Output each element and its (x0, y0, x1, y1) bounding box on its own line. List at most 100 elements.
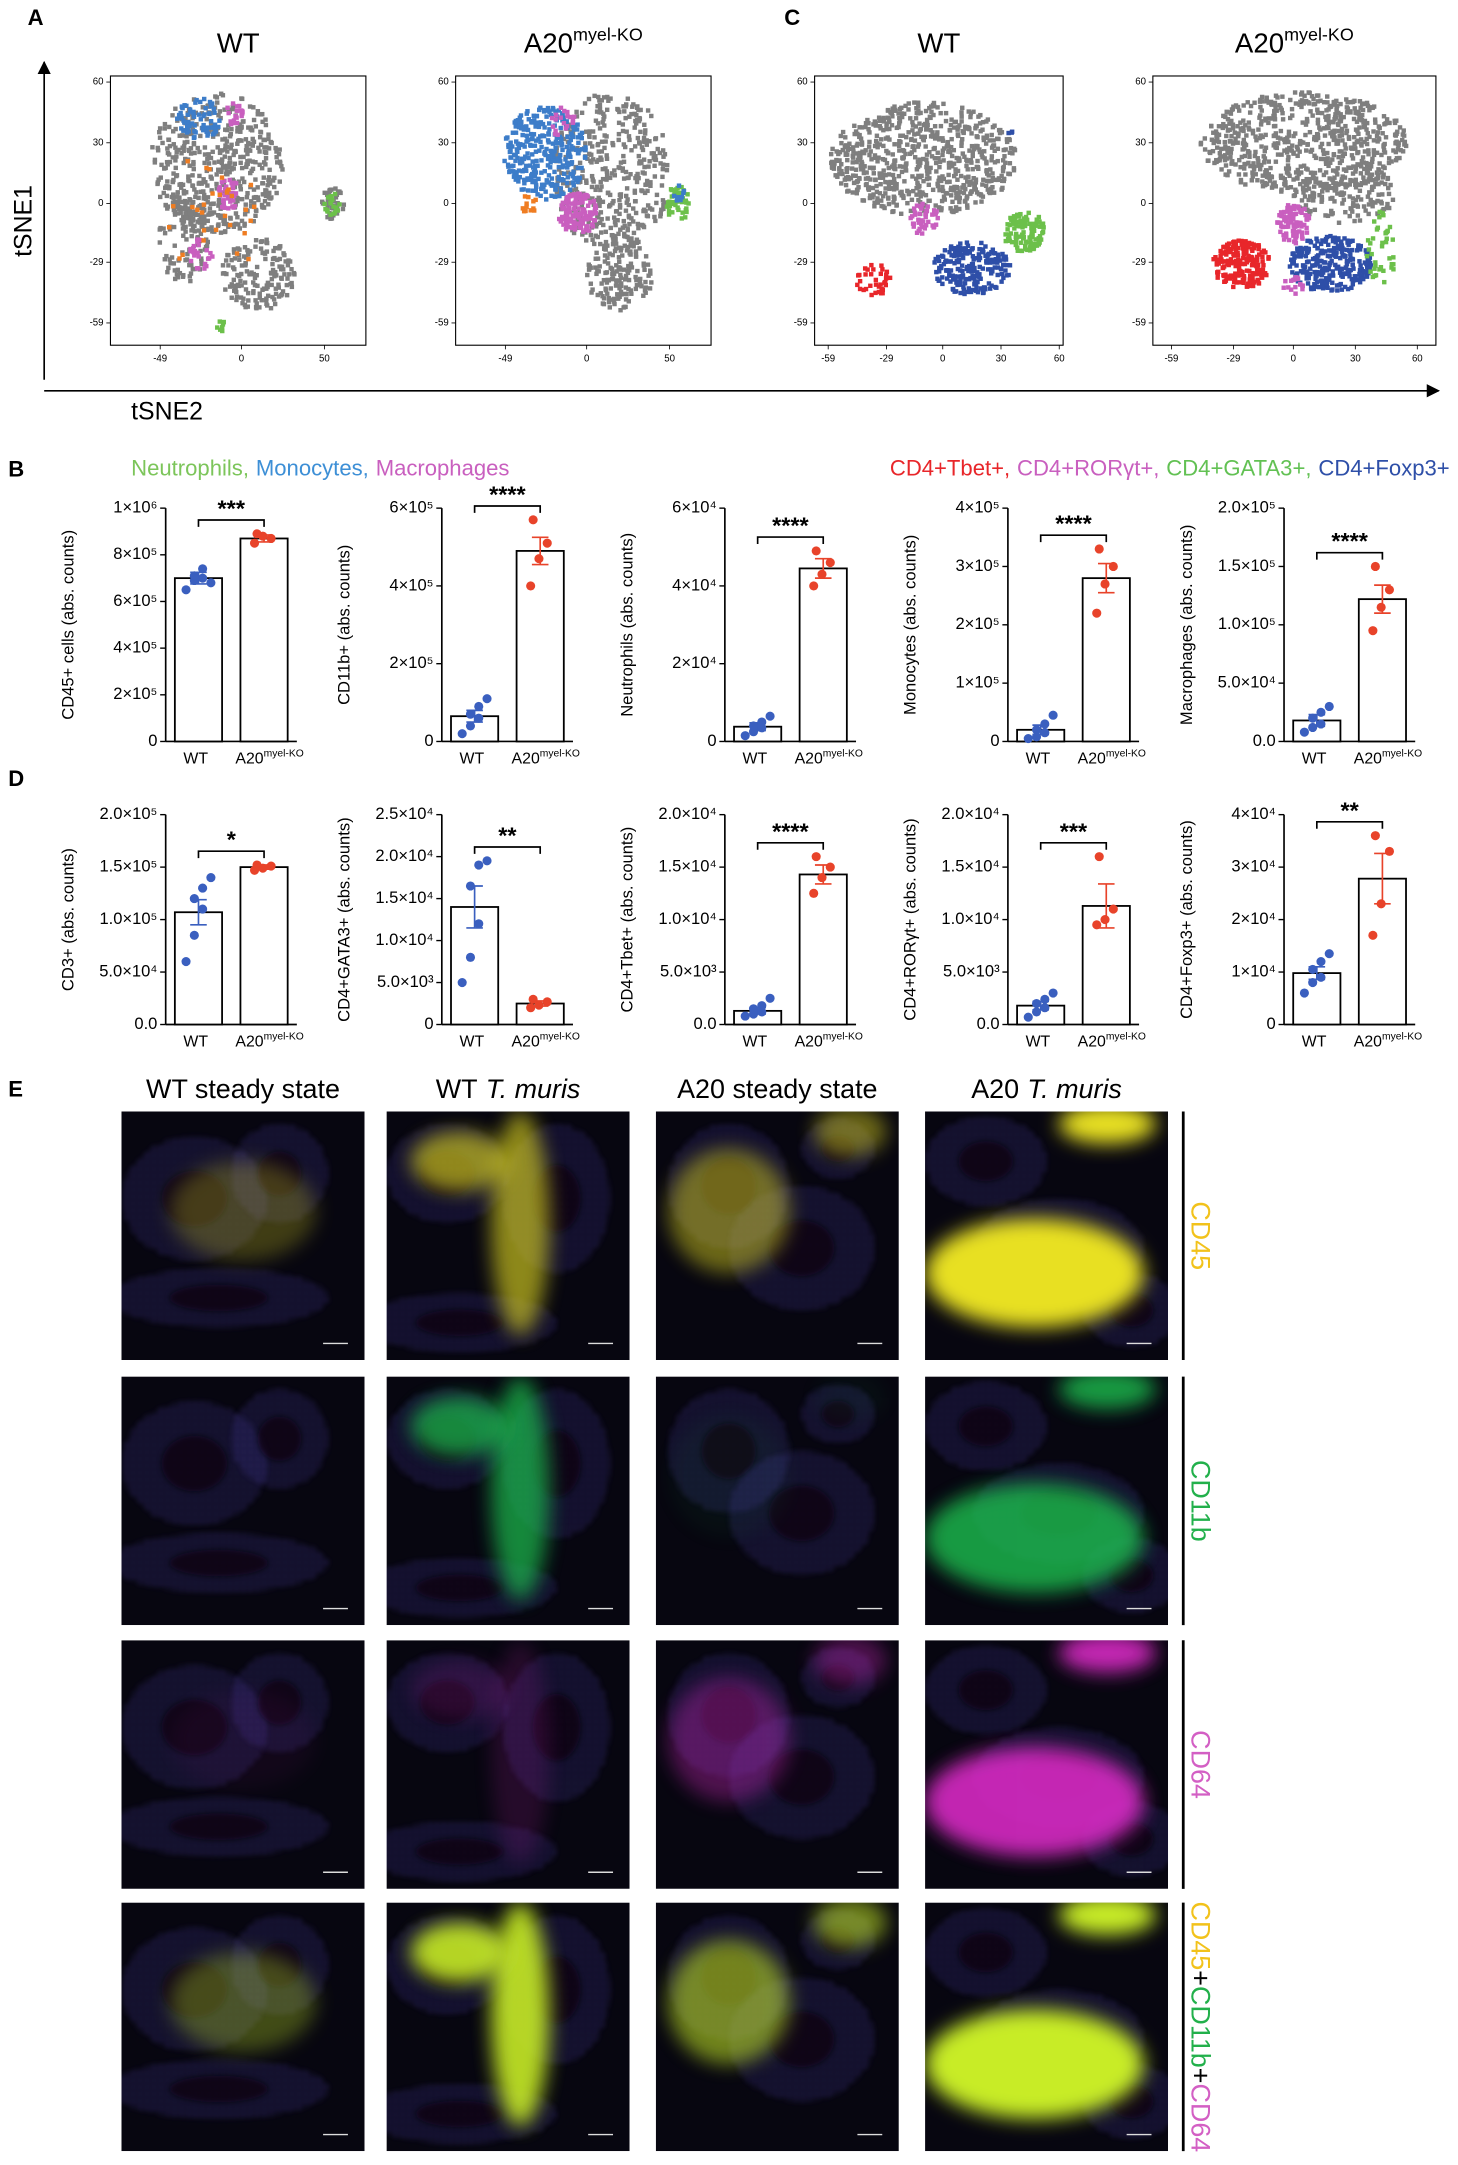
cell-point (1340, 138, 1345, 143)
cell-point (636, 153, 642, 159)
cell-point (190, 173, 195, 178)
cell-point (1019, 220, 1024, 225)
cell-point (239, 263, 245, 268)
cell-point (959, 110, 964, 115)
cell-point (1386, 185, 1391, 191)
cell-point (161, 190, 166, 196)
cell-point (881, 204, 886, 209)
cell-point (571, 206, 577, 211)
cell-point (1029, 228, 1035, 233)
cell-point (1277, 213, 1282, 218)
cell-point (887, 126, 892, 132)
cell-point (1393, 140, 1399, 145)
cell-point (1264, 99, 1270, 104)
cell-point (267, 181, 273, 186)
cell-point (975, 158, 980, 164)
cell-point (181, 148, 186, 153)
cell-point (1278, 128, 1284, 134)
cell-point (845, 157, 850, 163)
cell-point (533, 124, 538, 129)
cell-point (189, 121, 195, 126)
cell-point (1346, 136, 1352, 141)
cell-point (1369, 172, 1375, 177)
cell-point (201, 228, 207, 233)
y-tick-label: -29 (90, 257, 104, 268)
cell-point (906, 101, 911, 106)
cell-point (229, 193, 234, 199)
cell-point (968, 289, 974, 295)
cell-point (920, 190, 925, 195)
y-tick-label: 1×10⁵ (955, 673, 999, 692)
cell-point (1353, 197, 1359, 203)
y-tick-label: -59 (90, 317, 104, 328)
cell-point (963, 186, 968, 192)
cell-point (1303, 188, 1309, 193)
cell-point (593, 210, 599, 216)
cell-point (179, 217, 184, 223)
cell-point (1297, 149, 1302, 154)
cell-point (1011, 214, 1017, 219)
bar (239, 537, 289, 743)
cell-point (840, 171, 845, 177)
cell-point (954, 190, 959, 196)
cell-point (951, 188, 957, 193)
cell-point (940, 275, 945, 280)
cell-point (234, 297, 239, 303)
cell-point (1366, 258, 1372, 264)
cell-point (593, 256, 598, 261)
cell-point (597, 106, 603, 112)
cell-point (1213, 129, 1219, 134)
label-part: A20 (512, 751, 540, 768)
cell-point (962, 124, 968, 129)
cell-point (189, 123, 195, 129)
cell-point (1311, 286, 1317, 292)
cell-point (835, 158, 841, 164)
cell-point (222, 205, 227, 210)
cell-point (258, 142, 264, 147)
cell-point (171, 196, 176, 201)
cell-point (533, 188, 538, 193)
cell-point (903, 168, 909, 173)
cell-point (633, 199, 638, 204)
cell-point (966, 174, 971, 179)
cell-point (230, 198, 236, 203)
cell-point (579, 204, 585, 209)
cell-point (229, 180, 234, 186)
cell-point (511, 163, 516, 168)
cell-point (222, 154, 227, 159)
cell-point (629, 265, 635, 270)
cell-point (536, 136, 541, 142)
cell-point (830, 163, 835, 168)
cell-point (991, 138, 996, 143)
cell-point (643, 290, 648, 295)
cell-point (559, 170, 564, 176)
cell-point (862, 266, 868, 271)
cell-point (1299, 198, 1305, 203)
cell-point (662, 200, 667, 205)
cell-point (1319, 110, 1325, 116)
cell-point (242, 280, 248, 285)
label-part: myel-KO (823, 749, 863, 760)
cell-point (1272, 133, 1278, 138)
cell-point (561, 115, 567, 120)
cell-point (956, 158, 961, 164)
cell-point (948, 187, 954, 193)
cell-point (868, 272, 874, 277)
cell-point (1024, 218, 1030, 223)
cell-point (599, 216, 604, 222)
cell-point (216, 159, 222, 164)
cell-point (981, 135, 986, 140)
cell-point (265, 183, 270, 188)
cell-point (190, 201, 195, 207)
cell-point (513, 130, 519, 135)
cell-point (598, 230, 604, 235)
cell-point (174, 154, 179, 159)
cell-point (196, 112, 202, 117)
cell-point (283, 259, 288, 264)
cell-point (611, 215, 617, 220)
cell-point (162, 230, 168, 236)
cell-point (208, 104, 214, 109)
cell-point (1248, 258, 1254, 263)
cell-point (1214, 134, 1219, 139)
cell-point (215, 145, 220, 150)
